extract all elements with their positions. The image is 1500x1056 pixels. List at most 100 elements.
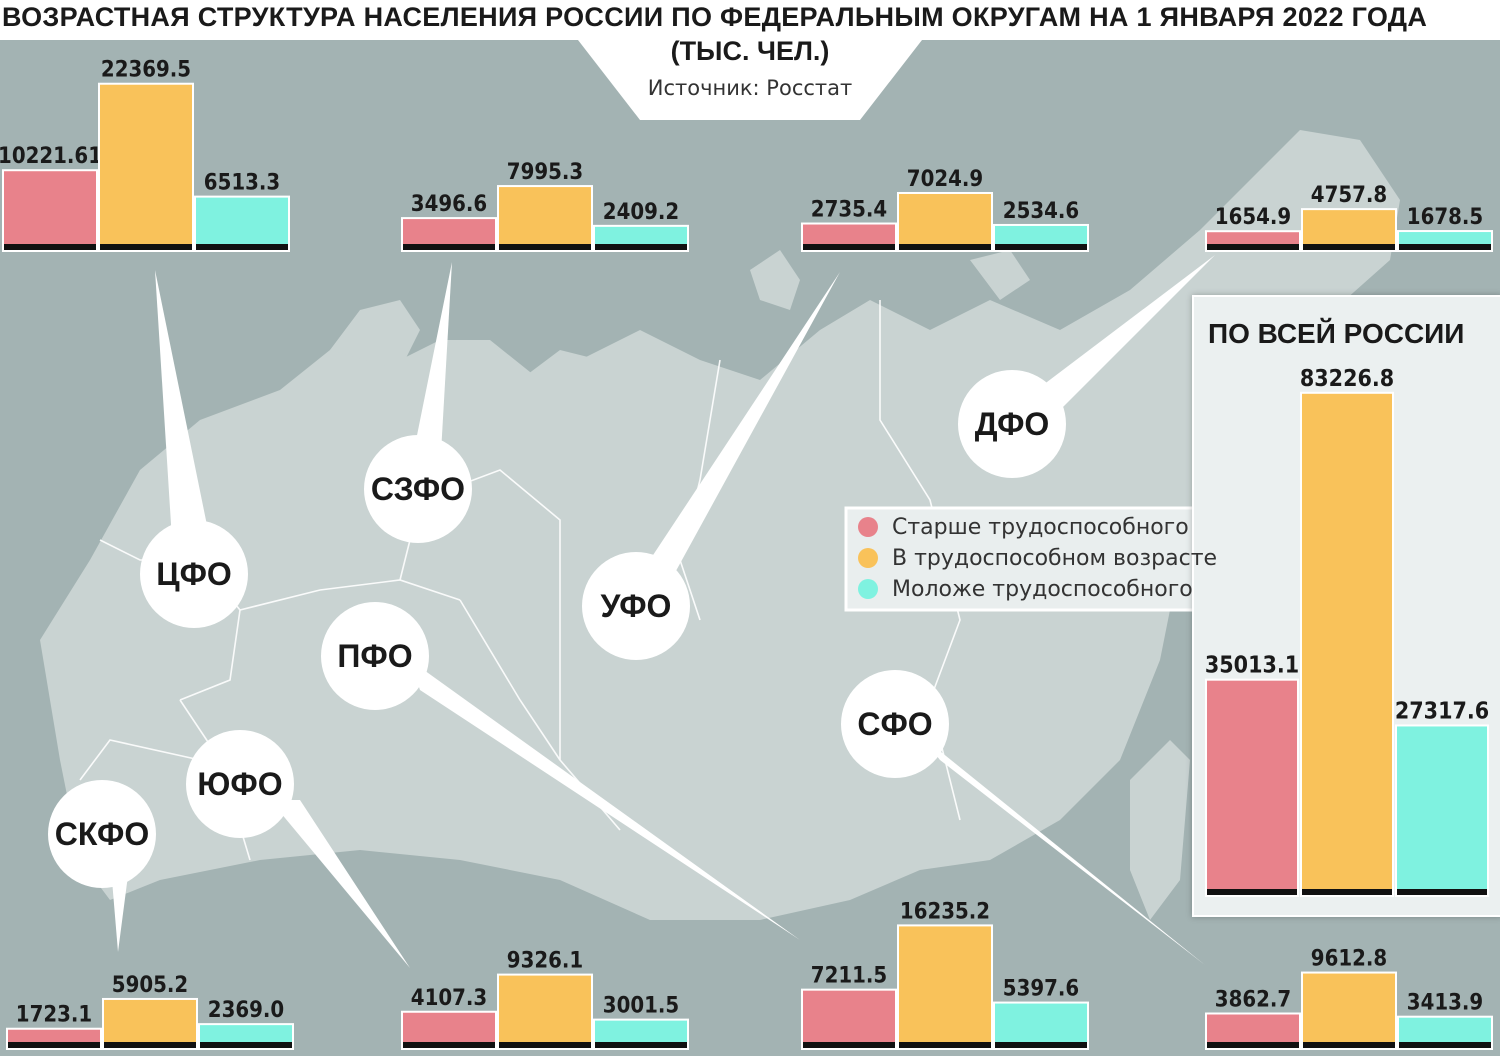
bar-base [1207,244,1299,250]
legend-swatch-working [858,548,878,568]
bar-base [1399,1042,1491,1048]
chart-unit: (ТЫС. ЧЕЛ.) [670,36,830,66]
bar-working [104,999,196,1042]
bubble-ufo: УФО [582,552,690,660]
data-label-working: 9612.8 [1311,947,1387,972]
legend-item-younger: Моложе трудоспособного [858,574,1193,604]
bar-younger [995,225,1087,244]
pointer-dfo [1010,255,1215,440]
data-label-older: 3496.6 [411,192,487,217]
bubble-pfo: ПФО [321,602,429,710]
bubble-skfo: СКФО [48,780,156,888]
bubble-label: ПФО [337,637,413,674]
data-label-working: 22369.5 [101,58,191,83]
bubble-label: СЗФО [370,470,466,507]
data-label-younger: 1678.5 [1407,205,1483,230]
data-label-working: 16235.2 [900,899,990,924]
data-label-older: 4107.3 [411,986,487,1011]
bubble-szfo: СЗФО [364,435,472,543]
bar-base [803,244,895,250]
chart-source: Источник: Росстат [647,76,853,100]
data-label-older: 7211.5 [811,964,887,989]
bubble-label: ЮФО [197,765,283,802]
bar-younger [196,197,288,244]
pointer-ufo [630,272,840,600]
bar-older [4,171,96,244]
bar-base [995,1042,1087,1048]
data-label-younger: 2409.2 [603,200,679,225]
bar-working [100,84,192,244]
bubble-dfo: ДФО [958,370,1066,478]
pointer-pfo [410,660,800,940]
total-panel-title: ПО ВСЕЙ РОССИИ [1208,318,1465,349]
bar-base [100,244,192,250]
bar-base [995,244,1087,250]
bar-base [1303,244,1395,250]
data-label-older: 2735.4 [811,198,887,223]
bar-working [1302,393,1392,889]
legend-swatch-younger [858,579,878,599]
data-label-younger: 6513.3 [204,171,280,196]
legend-swatch-older [858,517,878,537]
data-label-younger: 2369.0 [208,998,284,1023]
chart-group-district-4: 1723.1 5905.2 2369.0 [6,973,294,1050]
bar-working [499,187,591,244]
bar-working [499,975,591,1042]
bar-younger [1399,1017,1491,1042]
chart-group-total: 35013.1 83226.8 27317.6 [1205,366,1489,897]
legend-label-older: Старше трудоспособного [892,514,1189,540]
bar-base [595,1042,687,1048]
bubble-cfo: ЦФО [140,520,248,628]
bar-older [803,224,895,244]
bar-older [403,1012,495,1042]
chart-group-district-0: 10221.61 22369.5 6513.3 [0,58,290,252]
bar-base [4,244,96,250]
bar-younger [1399,232,1491,244]
bar-older [1207,680,1297,889]
russia-landmass [40,130,1400,920]
legend-label-working: В трудоспособном возрасте [892,545,1218,571]
bar-younger [595,226,687,244]
data-label-working: 7024.9 [907,167,983,192]
bar-base [499,244,591,250]
bar-base [196,244,288,250]
data-label-younger: 3001.5 [603,994,679,1019]
legend-item-older: Старше трудоспособного [858,512,1189,542]
bar-base [1207,889,1297,895]
chart-title: ВОЗРАСТНАЯ СТРУКТУРА НАСЕЛЕНИЯ РОССИИ ПО… [0,0,1500,40]
bar-base [899,1042,991,1048]
bar-base [499,1042,591,1048]
data-label-older: 35013.1 [1205,653,1299,679]
data-label-working: 7995.3 [507,160,583,185]
chart-group-district-2: 2735.4 7024.9 2534.6 [801,167,1089,252]
legend-item-working: В трудоспособном возрасте [858,543,1217,573]
bar-base [104,1042,196,1048]
bubble-label: ЦФО [156,555,232,592]
data-label-older: 10221.61 [0,144,102,169]
bar-base [1302,889,1392,895]
bar-working [1303,973,1395,1042]
bar-base [403,244,495,250]
bar-base [1399,244,1491,250]
data-label-younger: 2534.6 [1003,199,1079,224]
data-label-older: 3862.7 [1215,987,1291,1012]
pointer-szfo [410,262,452,470]
bar-younger [1397,726,1487,889]
bar-base [1207,1042,1299,1048]
bar-base [595,244,687,250]
bar-base [8,1042,100,1048]
title-notch [578,40,922,120]
chart-group-district-5: 4107.3 9326.1 3001.5 [401,949,689,1050]
data-label-younger: 27317.6 [1395,698,1489,724]
data-label-younger: 5397.6 [1003,977,1079,1002]
bar-working [1303,210,1395,244]
data-label-older: 1723.1 [16,1003,92,1028]
bar-older [1207,1014,1299,1042]
bubble-label: УФО [600,587,672,624]
data-label-working: 4757.8 [1311,183,1387,208]
bar-older [403,219,495,244]
data-label-working: 83226.8 [1300,366,1394,392]
bar-base [1303,1042,1395,1048]
pointer-yufo [270,800,410,968]
